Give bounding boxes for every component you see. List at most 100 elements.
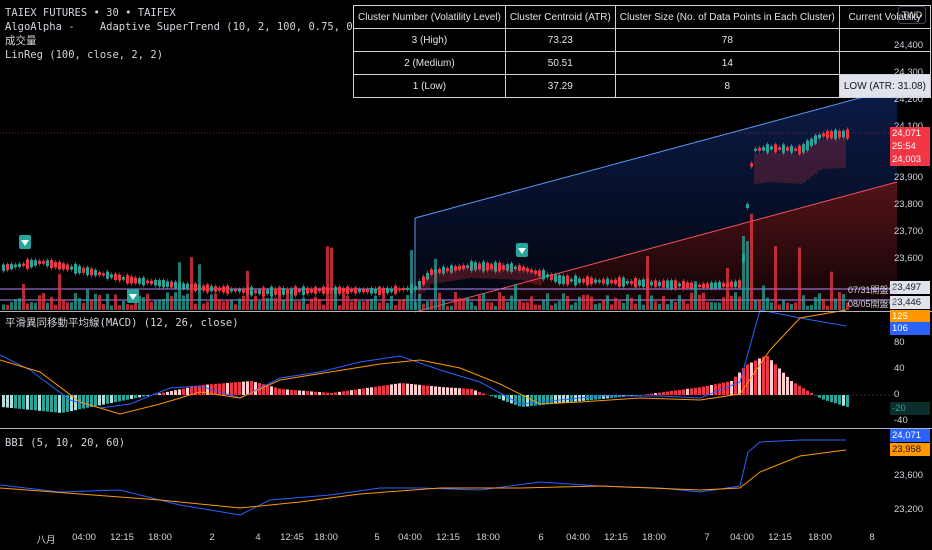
volume-bar xyxy=(798,247,801,310)
time-tick: 5 xyxy=(374,532,380,543)
pane-separator-macd[interactable] xyxy=(0,311,932,312)
volume-bar xyxy=(358,301,361,310)
supertrend-fill xyxy=(418,284,422,297)
volume-bar xyxy=(34,302,37,310)
candle-body xyxy=(138,278,141,284)
macd-hist-bar xyxy=(18,395,21,409)
candle-body xyxy=(826,130,829,139)
symbol-title[interactable]: TAIEX FUTURES • 30 • TAIFEX xyxy=(5,7,176,19)
volume-bar xyxy=(334,293,337,310)
macd-hist-bar xyxy=(566,395,569,403)
time-tick: 18:00 xyxy=(808,532,832,543)
macd-hist-bar xyxy=(334,392,337,395)
volume-bar xyxy=(214,293,217,310)
volume-bar xyxy=(750,213,753,310)
cluster-row: 1 (Low) 37.29 8 LOW (ATR: 31.08) xyxy=(353,74,931,98)
candle-body xyxy=(414,286,417,291)
macd-hist-bar xyxy=(482,393,485,395)
candle-body xyxy=(82,267,85,273)
macd-label: 平滑異同移動平均線(MACD) (12, 26, close) xyxy=(5,317,239,329)
volume-bar xyxy=(218,299,221,310)
currency-button[interactable]: TWD xyxy=(898,6,926,24)
volume-bar xyxy=(734,292,737,310)
legend-bbi[interactable]: BBI (5, 10, 20, 60) xyxy=(5,436,125,450)
volume-bar xyxy=(122,301,125,310)
cluster-row: 2 (Medium) 50.51 14 xyxy=(353,51,931,75)
macd-hist-bar xyxy=(394,383,397,395)
bbi-line xyxy=(0,449,847,509)
pane-separator-bbi[interactable] xyxy=(0,428,932,429)
volume-bar xyxy=(110,305,113,310)
bbi-axis[interactable]: 24,071 23,958 23,600 23,200 xyxy=(890,429,932,529)
supertrend-fill xyxy=(478,266,482,279)
price-tick: 23,600 xyxy=(894,253,924,264)
candle-body xyxy=(762,147,765,151)
candle-body xyxy=(642,279,645,287)
signal-marker-1[interactable] xyxy=(19,235,31,249)
price-axis[interactable]: 24,400 24,300 24,200 24,100 23,900 23,80… xyxy=(890,0,932,311)
supertrend-fill xyxy=(422,280,426,293)
algo-name: AlgoAlpha - xyxy=(5,21,75,33)
candle-body xyxy=(406,287,409,290)
volume-bar xyxy=(522,302,525,310)
supertrend-fill xyxy=(810,146,814,177)
volume-bar xyxy=(142,297,145,310)
volume-bar xyxy=(310,298,313,310)
volume-bar xyxy=(370,298,373,310)
time-axis[interactable]: 八月 04:00 12:15 18:00 2 4 12:45 18:00 5 0… xyxy=(0,528,932,550)
candle-body xyxy=(538,270,541,277)
macd-hist-bar xyxy=(314,391,317,395)
macd-axis[interactable]: 125 106 80 40 0 -20 -40 xyxy=(890,310,932,428)
volume-bar xyxy=(398,299,401,310)
macd-hist-bar xyxy=(410,384,413,395)
candle-body xyxy=(670,280,673,289)
supertrend-fill xyxy=(790,153,794,184)
candle-body xyxy=(814,135,817,144)
macd-hist-bar xyxy=(450,387,453,395)
candle-body xyxy=(234,289,237,292)
volume-bar xyxy=(658,303,661,310)
candle-body xyxy=(770,146,773,150)
volume-bar xyxy=(562,293,565,310)
volume-bar xyxy=(538,304,541,310)
macd-hist-bar xyxy=(690,388,693,395)
volume-bar xyxy=(506,301,509,310)
macd-hist-bar xyxy=(318,392,321,395)
supertrend-fill xyxy=(482,266,486,279)
macd-hist-bar xyxy=(422,385,425,395)
macd-hist-bar xyxy=(518,395,521,407)
macd-hist-bar xyxy=(198,385,201,395)
candle-body xyxy=(246,287,249,295)
macd-hist-bar xyxy=(306,391,309,395)
volume-bar xyxy=(782,300,785,310)
signal-marker-2[interactable] xyxy=(127,289,139,303)
volume-bar xyxy=(574,302,577,310)
legend-macd[interactable]: 平滑異同移動平均線(MACD) (12, 26, close) xyxy=(5,316,239,330)
candle-body xyxy=(142,277,145,286)
macd-hist-bar xyxy=(846,395,849,407)
candle-body xyxy=(470,261,473,271)
candle-body xyxy=(790,145,793,153)
legend-linreg[interactable]: LinReg (100, close, 2, 2) xyxy=(5,48,163,62)
volume-bar xyxy=(606,295,609,310)
volume-bar xyxy=(270,297,273,310)
volume-bar xyxy=(118,305,121,310)
macd-hist-bar xyxy=(278,388,281,395)
candle-body xyxy=(750,163,753,167)
last-price-tag: 24,071 xyxy=(890,127,930,140)
candle-body xyxy=(306,287,309,294)
cluster-table: Cluster Number (Volatility Level) Cluste… xyxy=(353,5,931,98)
header-size: Cluster Size (No. of Data Points in Each… xyxy=(614,5,840,29)
macd-hist-bar xyxy=(34,395,37,411)
supertrend-band xyxy=(418,138,846,297)
supertrend-fill xyxy=(774,152,778,183)
volume-bar xyxy=(74,293,77,310)
volume-bar xyxy=(674,301,677,310)
candle-body xyxy=(822,133,825,137)
volume-bar xyxy=(386,302,389,310)
legend-volume[interactable]: 成交量 xyxy=(5,34,37,48)
signal-marker-3[interactable] xyxy=(516,243,528,257)
macd-hist-bar xyxy=(378,386,381,395)
